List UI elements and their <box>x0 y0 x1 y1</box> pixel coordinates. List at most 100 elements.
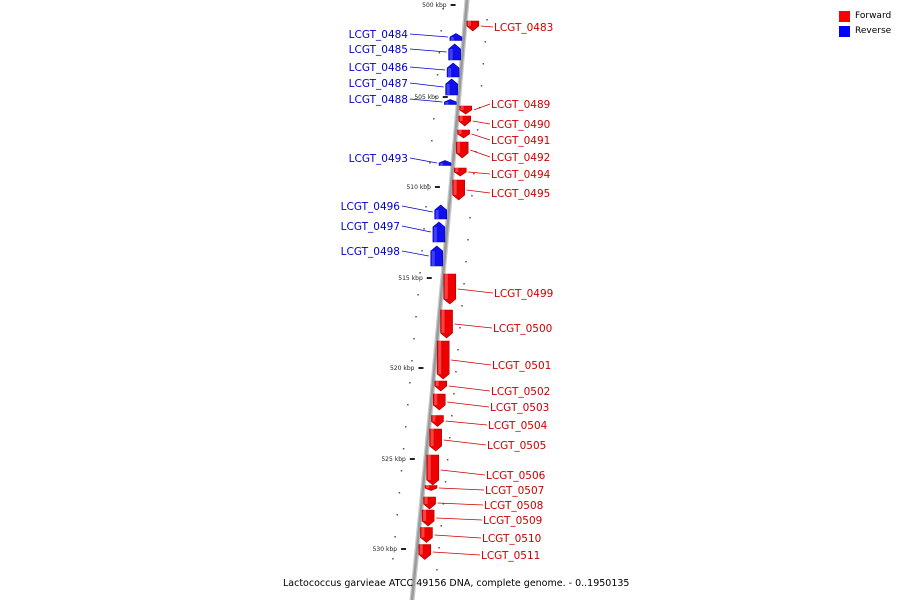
gene-highlight <box>453 180 457 195</box>
gene-label: LCGT_0483 <box>494 22 553 34</box>
gene-highlight <box>434 394 438 405</box>
tick-label: 510 kbp <box>406 184 431 191</box>
gene-highlight <box>449 49 453 60</box>
gene-highlight <box>448 68 452 77</box>
gene-highlight <box>423 510 427 521</box>
gene-label: LCGT_0486 <box>349 62 409 74</box>
tick-label: 505 kbp <box>414 94 439 101</box>
tick-mark <box>418 367 424 369</box>
gene-connector <box>480 25 494 28</box>
minor-tick-left <box>436 74 439 76</box>
gene-highlight <box>421 527 425 538</box>
gene-label: LCGT_0484 <box>349 29 409 41</box>
legend-reverse: Reverse <box>839 25 891 37</box>
minor-tick-left <box>394 536 396 538</box>
gene-highlight <box>426 485 430 488</box>
gene-label: LCGT_0499 <box>494 288 553 300</box>
gene-highlight <box>419 544 423 555</box>
gene-connector <box>409 33 448 38</box>
gene-highlight <box>444 274 448 299</box>
minor-tick-right <box>451 415 453 417</box>
gene-label: LCGT_0510 <box>482 533 541 545</box>
minor-tick-right <box>476 129 479 131</box>
minor-tick-right <box>444 481 447 483</box>
gene-label: LCGT_0493 <box>349 153 408 165</box>
gene-highlight <box>435 210 439 219</box>
gene-connector <box>434 534 482 539</box>
minor-tick-right <box>467 239 469 241</box>
minor-tick-right <box>455 371 457 373</box>
minor-tick-left <box>392 558 394 560</box>
minor-tick-left <box>431 140 433 142</box>
minor-tick-left <box>423 228 425 230</box>
gene-label: LCGT_0498 <box>341 246 400 258</box>
minor-tick-left <box>427 184 429 186</box>
minor-tick-left <box>415 316 417 318</box>
legend-forward-label: Forward <box>855 11 892 21</box>
tick-mark <box>450 4 456 6</box>
minor-tick-right <box>448 437 451 439</box>
minor-tick-left <box>407 404 409 406</box>
minor-tick-right <box>480 85 483 87</box>
legend-forward: Forward <box>839 10 891 22</box>
gene-label: LCGT_0487 <box>349 78 408 90</box>
gene-connector <box>401 205 433 213</box>
minor-tick-right <box>453 393 455 395</box>
minor-tick-right <box>442 503 445 505</box>
tick-label: 530 kbp <box>373 546 398 553</box>
gene-highlight <box>424 497 428 504</box>
minor-tick-left <box>440 30 442 32</box>
minor-tick-left <box>429 162 431 164</box>
gene-label: LCGT_0506 <box>486 470 546 482</box>
gene-highlight <box>455 168 459 172</box>
gene-highlight <box>459 116 463 121</box>
gene-label: LCGT_0505 <box>487 440 546 452</box>
gene-highlight <box>458 130 462 134</box>
tick-label: 525 kbp <box>381 456 406 463</box>
minor-tick-right <box>463 283 465 285</box>
gene-connector <box>436 517 483 521</box>
minor-tick-left <box>398 492 401 494</box>
minor-tick-left <box>438 52 441 54</box>
minor-tick-left <box>421 250 423 252</box>
gene-connector <box>401 250 429 257</box>
gene-highlight <box>431 251 435 266</box>
gene-label: LCGT_0489 <box>491 99 550 111</box>
gene-label: LCGT_0511 <box>481 550 540 562</box>
gene-connector <box>468 171 491 175</box>
gene-highlight <box>440 163 444 166</box>
gene-highlight <box>430 429 434 446</box>
genome-caption: Lactococcus garvieae ATCC 49156 DNA, com… <box>283 578 630 589</box>
gene-connector <box>466 189 491 194</box>
minor-tick-right <box>438 547 440 549</box>
minor-tick-right <box>461 305 463 307</box>
gene-connector <box>409 157 438 164</box>
gene-connector <box>409 98 443 103</box>
gene-label: LCGT_0500 <box>493 323 552 335</box>
gene-highlight <box>427 455 431 480</box>
gene-connector <box>473 103 491 111</box>
minor-tick-right <box>440 525 442 527</box>
gene-label: LCGT_0504 <box>488 420 548 432</box>
gene-connector <box>470 149 491 158</box>
minor-tick-left <box>396 514 398 516</box>
legend-reverse-swatch <box>839 25 850 37</box>
minor-tick-left <box>413 338 415 340</box>
gene-label: LCGT_0492 <box>491 152 550 164</box>
tick-mark <box>401 548 407 550</box>
minor-tick-right <box>446 459 449 461</box>
gene-highlight <box>467 21 471 26</box>
gene-connector <box>437 502 484 506</box>
gene-connector <box>440 469 486 476</box>
minor-tick-left <box>402 448 405 450</box>
tick-label: 500 kbp <box>422 2 447 9</box>
gene-highlight <box>446 84 450 95</box>
gene-connector <box>443 439 487 446</box>
tick-mark <box>434 186 440 188</box>
minor-tick-left <box>400 470 403 472</box>
minor-tick-left <box>434 96 437 98</box>
gene-label: LCGT_0497 <box>341 221 400 233</box>
gene-highlight <box>438 341 442 374</box>
gene-label: LCGT_0490 <box>491 119 550 131</box>
